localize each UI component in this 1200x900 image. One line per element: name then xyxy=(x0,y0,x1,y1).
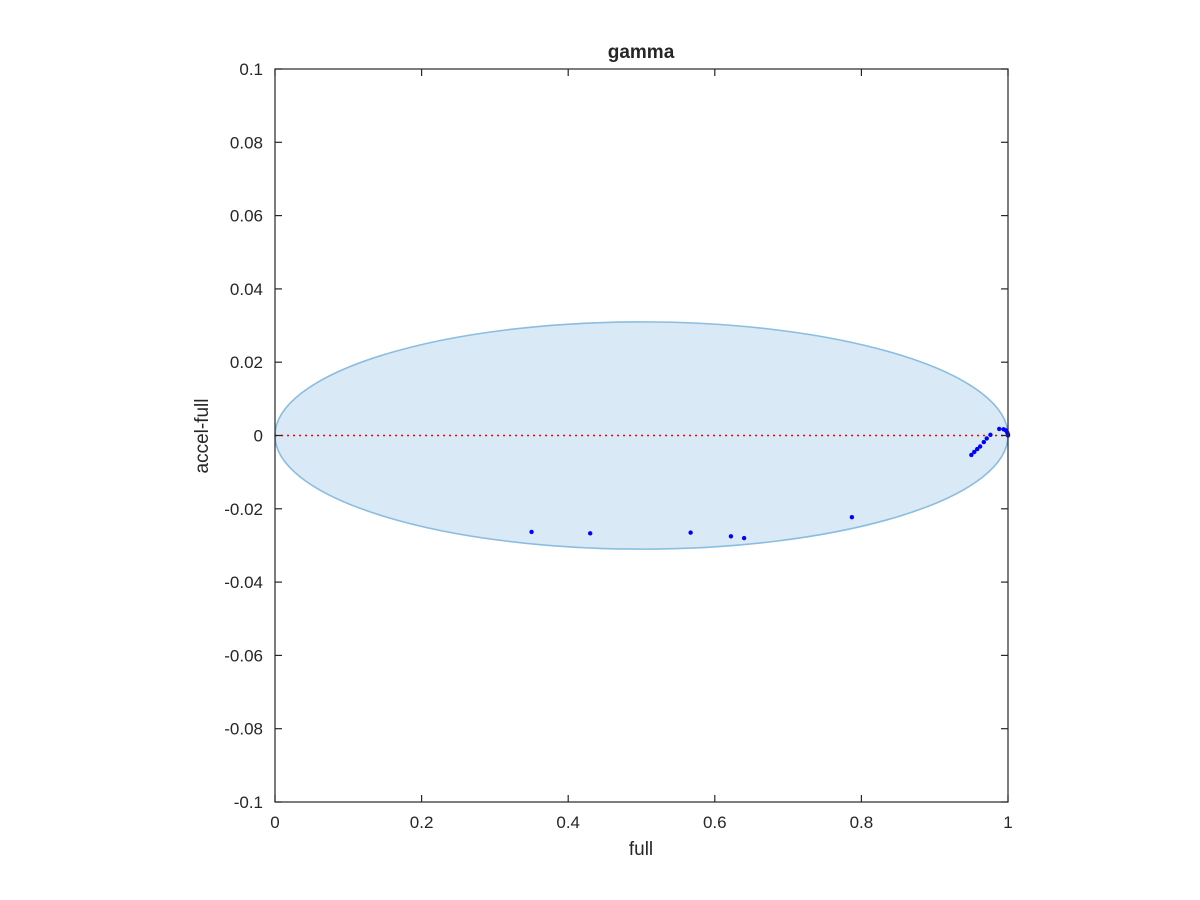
y-tick-label: 0.04 xyxy=(230,280,263,299)
x-tick-labels: 0 0.2 0.4 0.6 0.8 1 xyxy=(270,813,1012,832)
x-tick-label: 0 xyxy=(270,813,279,832)
data-point xyxy=(587,531,593,536)
y-tick-label: -0.1 xyxy=(234,793,263,812)
data-point xyxy=(741,535,747,541)
data-point xyxy=(977,444,983,449)
y-tick-label: 0.1 xyxy=(239,60,263,79)
data-point xyxy=(997,426,1002,432)
y-axis-label: accel-full xyxy=(192,399,213,474)
data-point xyxy=(728,534,734,539)
x-tick-label: 1 xyxy=(1003,813,1012,832)
y-tick-label: -0.04 xyxy=(224,573,263,592)
y-tick-label: -0.06 xyxy=(224,646,263,665)
y-tick-label: 0.02 xyxy=(230,353,263,372)
x-tick-label: 0.6 xyxy=(703,813,727,832)
chart-title: gamma xyxy=(608,42,675,63)
data-point xyxy=(529,529,534,535)
y-tick-labels: 0.1 0.08 0.06 0.04 0.02 0 -0.02 -0.04 -0.06 -0.08… xyxy=(224,60,263,812)
data-point xyxy=(969,452,974,458)
y-tick-label: 0.06 xyxy=(230,207,263,226)
data-point xyxy=(972,449,977,455)
data-point xyxy=(988,432,993,437)
y-tick-label: -0.02 xyxy=(224,500,263,519)
data-point xyxy=(975,446,980,452)
x-axis-label: full xyxy=(629,839,653,860)
data-point xyxy=(849,515,855,520)
data-point xyxy=(981,439,987,445)
data-point xyxy=(984,436,989,441)
data-point xyxy=(688,530,693,535)
y-tick-label: 0 xyxy=(254,427,263,446)
axis-ticks xyxy=(274,68,1009,803)
x-tick-label: 0.4 xyxy=(556,813,580,832)
y-tick-label: 0.08 xyxy=(230,133,263,152)
x-tick-label: 0.2 xyxy=(410,813,434,832)
x-tick-label: 0.8 xyxy=(850,813,874,832)
y-tick-label: -0.08 xyxy=(224,720,263,739)
